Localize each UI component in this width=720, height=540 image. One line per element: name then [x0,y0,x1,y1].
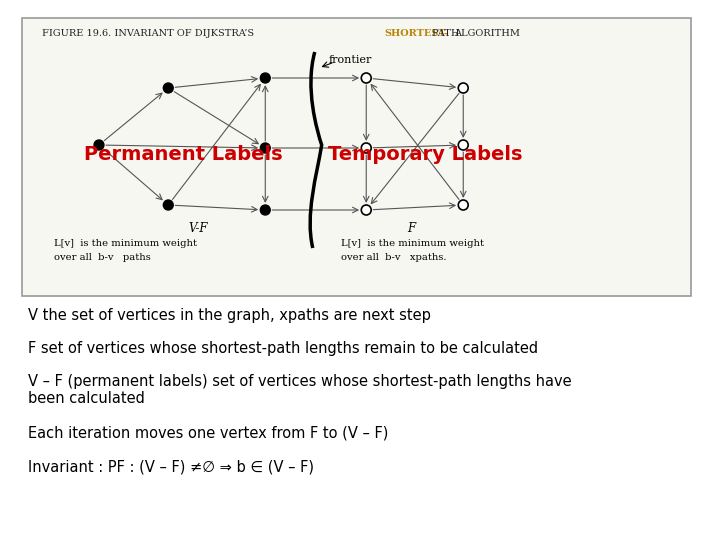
Text: L[v]  is the minimum weight: L[v] is the minimum weight [341,239,485,247]
Text: F: F [407,221,415,234]
Text: Permanent Labels: Permanent Labels [84,145,282,165]
Circle shape [459,83,468,93]
Circle shape [459,200,468,210]
Circle shape [261,73,270,83]
FancyBboxPatch shape [22,18,691,296]
Text: Temporary Labels: Temporary Labels [328,145,523,165]
Text: FIGURE 19.6. INVARIANT OF DIJKSTRA’S: FIGURE 19.6. INVARIANT OF DIJKSTRA’S [42,29,257,37]
Text: PATH: PATH [431,29,462,37]
Text: V the set of vertices in the graph, xpaths are next step: V the set of vertices in the graph, xpat… [27,308,431,323]
Text: ALGORITHM: ALGORITHM [454,29,521,37]
Text: frontier: frontier [329,55,372,65]
Text: V – F (permanent labels) set of vertices whose shortest-path lengths have
been c: V – F (permanent labels) set of vertices… [27,374,572,407]
Circle shape [361,143,372,153]
Text: Invariant : PF : (V – F) ≠∅ ⇒ b ∈ (V – F): Invariant : PF : (V – F) ≠∅ ⇒ b ∈ (V – F… [27,459,314,474]
Text: L[v]  is the minimum weight: L[v] is the minimum weight [55,239,197,247]
Circle shape [261,205,270,215]
Text: F set of vertices whose shortest-path lengths remain to be calculated: F set of vertices whose shortest-path le… [27,341,538,356]
Circle shape [361,205,372,215]
Circle shape [94,140,104,150]
Text: V-F: V-F [188,221,207,234]
Circle shape [163,83,174,93]
Text: SHORTEST-: SHORTEST- [384,29,448,37]
Text: over all  b-v   paths: over all b-v paths [55,253,151,261]
Circle shape [361,73,372,83]
Circle shape [163,200,174,210]
Circle shape [261,143,270,153]
Text: Each iteration moves one vertex from F to (V – F): Each iteration moves one vertex from F t… [27,426,388,441]
Text: over all  b-v   xpaths.: over all b-v xpaths. [341,253,447,261]
Circle shape [459,140,468,150]
